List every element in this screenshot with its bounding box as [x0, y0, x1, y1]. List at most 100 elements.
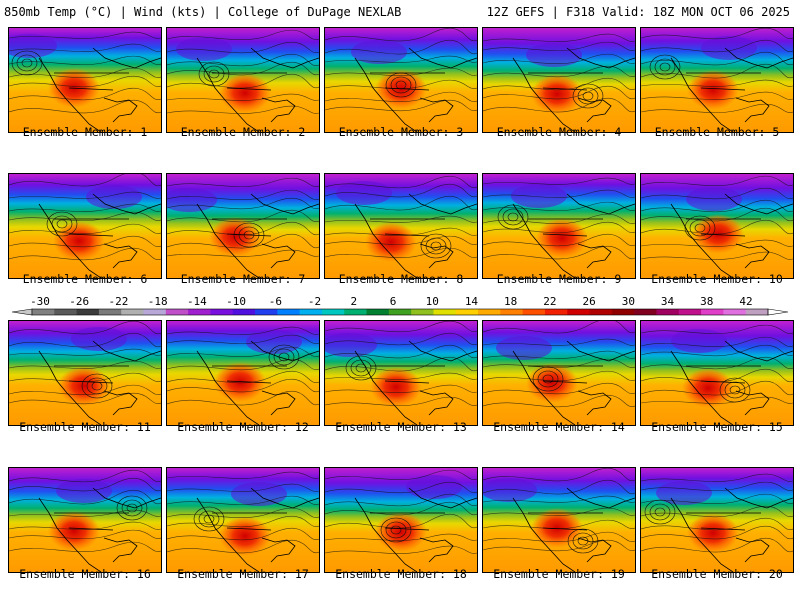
temperature-field [9, 28, 161, 132]
temperature-field [9, 468, 161, 572]
colorbar-swatch [344, 309, 368, 315]
colorbar-swatch [143, 309, 167, 315]
colorbar-swatch [165, 309, 189, 315]
colorbar-tick-label: 42 [739, 295, 752, 308]
temperature-field [483, 468, 635, 572]
temperature-field [9, 321, 161, 425]
ensemble-member-label: Ensemble Member: 6 [22, 272, 148, 286]
ensemble-map-12 [166, 320, 320, 426]
coastline-outline [196, 193, 319, 278]
coastline-outline [354, 340, 477, 425]
colorbar-tick-label: -14 [187, 295, 207, 308]
ensemble-member-label: Ensemble Member: 9 [496, 272, 622, 286]
colorbar-tick-label: 14 [465, 295, 479, 308]
temperature-field [325, 28, 477, 132]
temperature-field [483, 28, 635, 132]
colorbar-swatch [544, 309, 568, 315]
coastline-outline [512, 487, 635, 572]
ensemble-member-label: Ensemble Member: 16 [19, 567, 151, 581]
colorbar-tick-label: -18 [148, 295, 168, 308]
coastline-outline [670, 487, 793, 572]
coastline-outline [670, 47, 793, 132]
coastline-outline [38, 340, 161, 425]
colorbar-tick-label: 18 [504, 295, 517, 308]
ensemble-member-label: Ensemble Member: 5 [654, 125, 780, 139]
colorbar-tick-label: 6 [390, 295, 397, 308]
temperature-field [641, 468, 793, 572]
ensemble-member-label: Ensemble Member: 4 [496, 125, 622, 139]
ensemble-member-label: Ensemble Member: 2 [180, 125, 306, 139]
temperature-colorbar: -30 -26 -22 -18 -14 -10 -6 -2 2 6 10 14 18 22 26 30 34 38… [11, 295, 789, 316]
coastline-outline [38, 487, 161, 572]
colorbar-swatch [299, 309, 323, 315]
colorbar-swatch [455, 309, 479, 315]
ensemble-member-label: Ensemble Member: 11 [19, 420, 151, 434]
temperature-field [167, 174, 319, 278]
colorbar-swatch [321, 309, 345, 315]
colorbar-swatch [701, 309, 724, 315]
colorbar-swatch [255, 309, 278, 315]
coastline-outline [670, 340, 793, 425]
ensemble-map-17 [166, 467, 320, 573]
colorbar-swatch [723, 309, 747, 315]
colorbar-swatch [232, 309, 256, 315]
ensemble-member-label: Ensemble Member: 8 [338, 272, 464, 286]
colorbar-swatch [32, 309, 55, 315]
colorbar-tick-label: 30 [622, 295, 635, 308]
map-title: 850mb Temp (°C) | Wind (kts) | College o… [4, 5, 402, 19]
temperature-field [483, 174, 635, 278]
ensemble-member-label: Ensemble Member: 20 [651, 567, 783, 581]
temperature-field [641, 28, 793, 132]
ensemble-member-label: Ensemble Member: 13 [335, 420, 467, 434]
temperature-field [167, 321, 319, 425]
colorbar-tick-label: 22 [543, 295, 556, 308]
ensemble-member-label: Ensemble Member: 10 [651, 272, 783, 286]
colorbar-tick-label: -2 [308, 295, 321, 308]
coastline-outline [38, 47, 161, 132]
colorbar-swatch [210, 309, 234, 315]
colorbar-tick-label: -26 [69, 295, 89, 308]
ensemble-map-9 [482, 173, 636, 279]
ensemble-map-2 [166, 27, 320, 133]
colorbar-swatch [745, 309, 769, 315]
coastline-outline [354, 193, 477, 278]
ensemble-map-6 [8, 173, 162, 279]
colorbar-swatch [121, 309, 145, 315]
temperature-field [325, 468, 477, 572]
colorbar-swatch [611, 309, 635, 315]
colorbar-tick-label: 34 [661, 295, 675, 308]
colorbar-swatch [411, 309, 434, 315]
colorbar-swatch [522, 309, 546, 315]
coastline-outline [512, 193, 635, 278]
colorbar-swatch [388, 309, 412, 315]
ensemble-map-18 [324, 467, 478, 573]
temperature-field [483, 321, 635, 425]
temperature-field [325, 174, 477, 278]
ensemble-member-label: Ensemble Member: 19 [493, 567, 625, 581]
colorbar-swatch [500, 309, 524, 315]
coastline-outline [512, 47, 635, 132]
ensemble-map-13 [324, 320, 478, 426]
coastline-outline [196, 47, 319, 132]
ensemble-map-14 [482, 320, 636, 426]
colorbar-tick-label: 10 [426, 295, 439, 308]
colorbar-low-arrow [11, 308, 33, 316]
colorbar-tick-label: -6 [269, 295, 282, 308]
colorbar-swatch [188, 309, 211, 315]
ensemble-map-19 [482, 467, 636, 573]
temperature-field [167, 28, 319, 132]
coastline-outline [38, 193, 161, 278]
ensemble-member-label: Ensemble Member: 14 [493, 420, 625, 434]
temperature-field [641, 321, 793, 425]
ensemble-member-label: Ensemble Member: 15 [651, 420, 783, 434]
ensemble-map-5 [640, 27, 794, 133]
temperature-field [641, 174, 793, 278]
ensemble-map-1 [8, 27, 162, 133]
colorbar-swatch [98, 309, 122, 315]
ensemble-map-11 [8, 320, 162, 426]
colorbar-tick-label: 26 [582, 295, 595, 308]
coastline-outline [196, 340, 319, 425]
colorbar-swatch [678, 309, 702, 315]
temperature-field [167, 468, 319, 572]
ensemble-map-3 [324, 27, 478, 133]
